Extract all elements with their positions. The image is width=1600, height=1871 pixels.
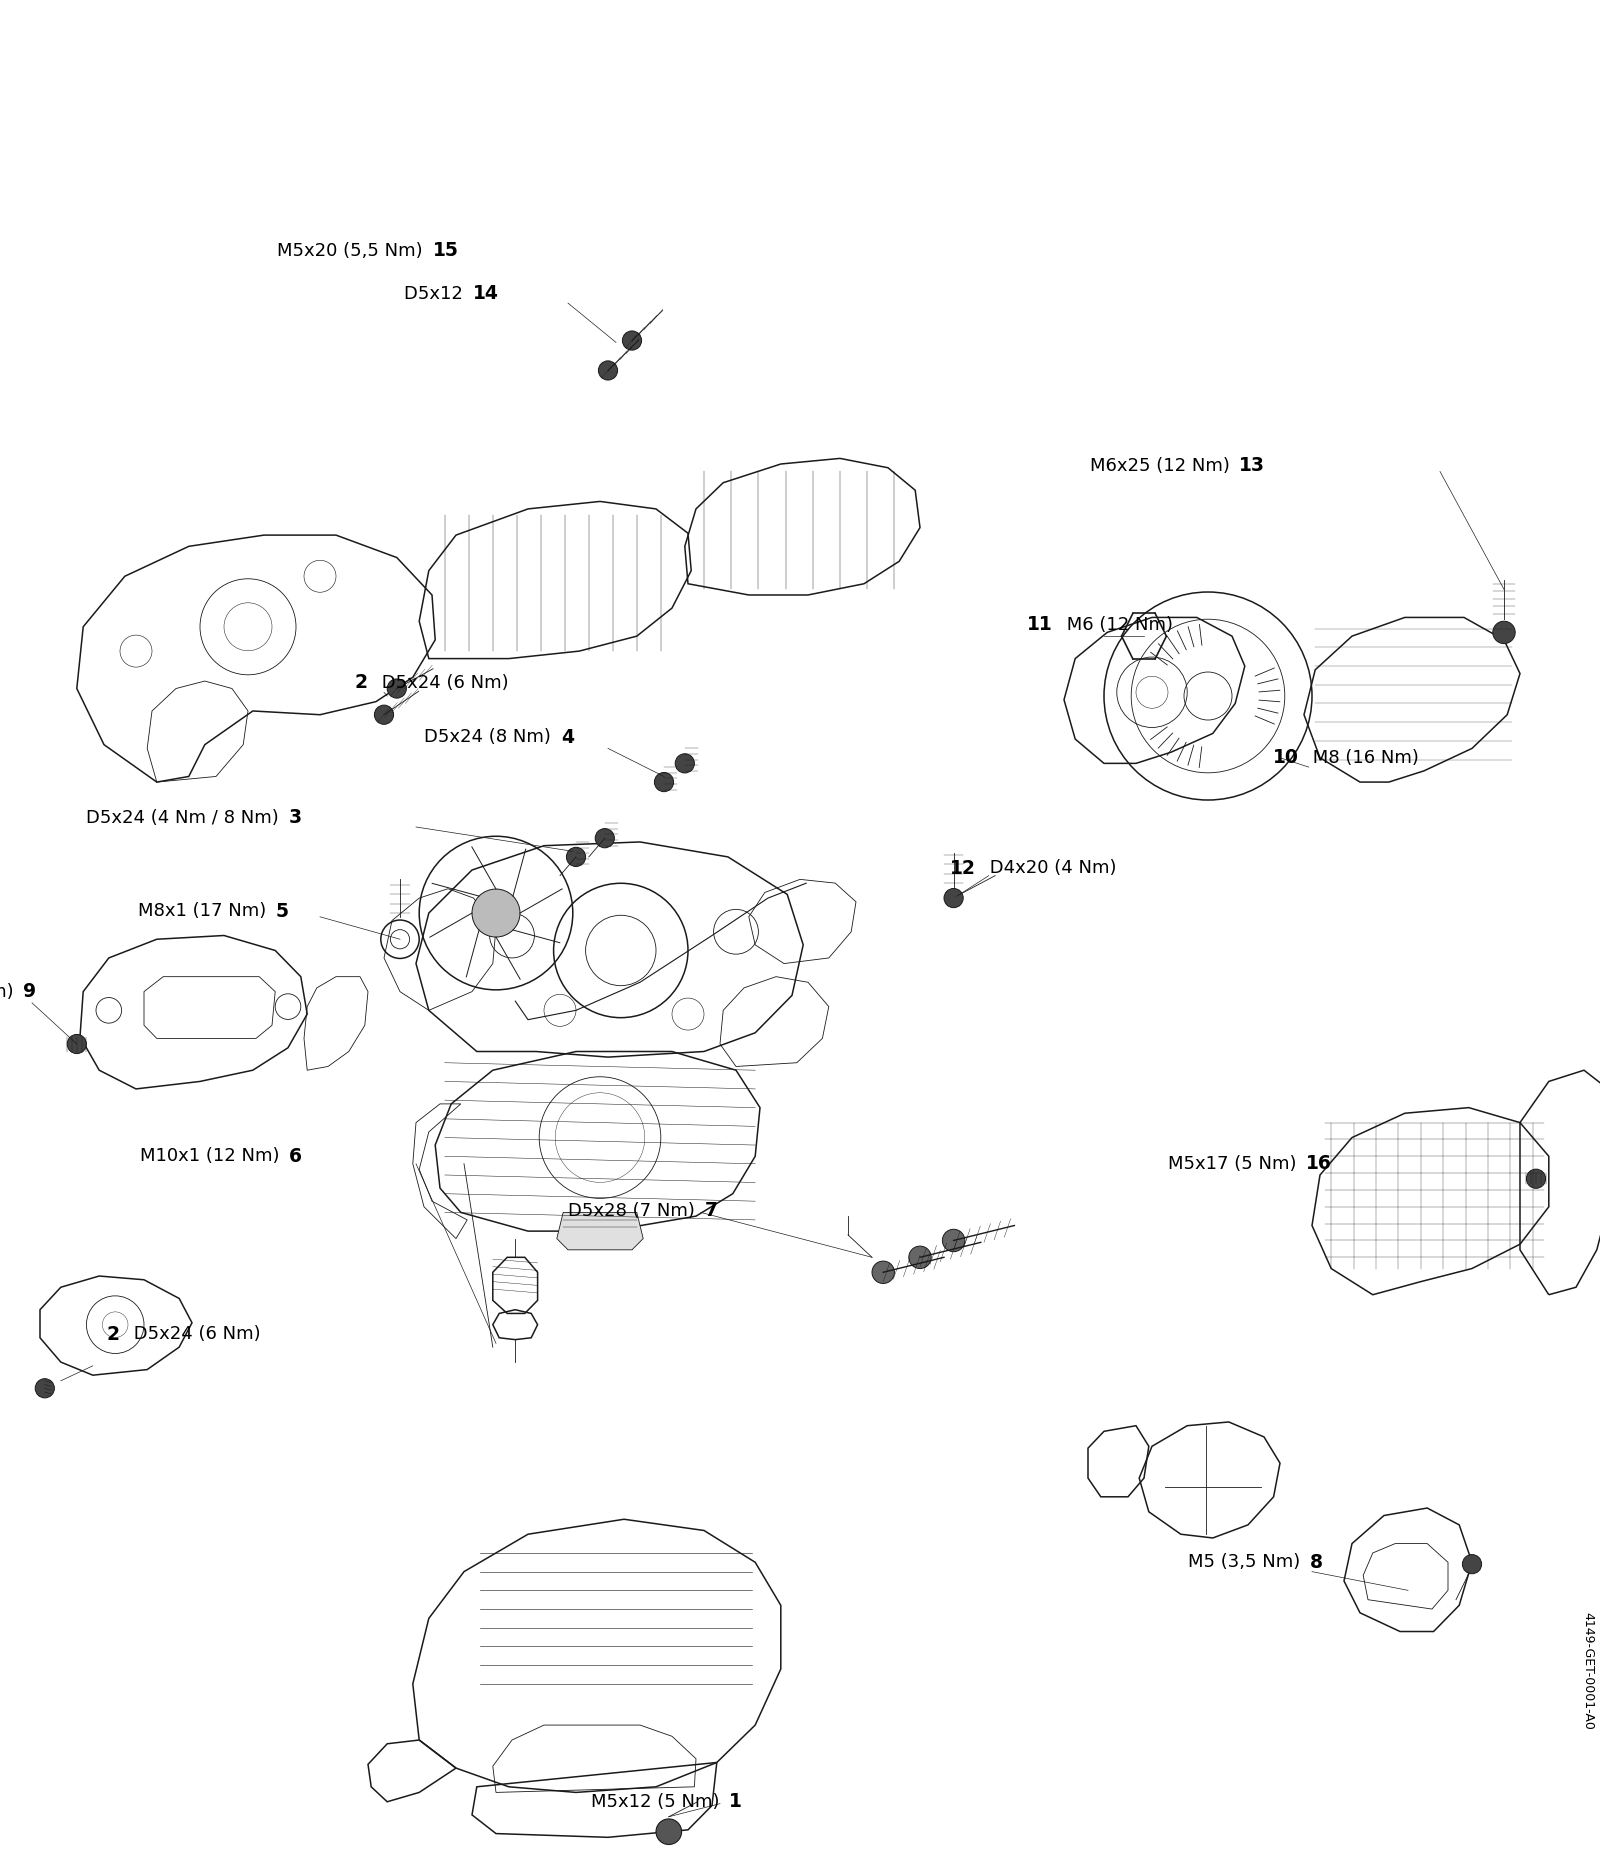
Text: M8x1 (17 Nm): M8x1 (17 Nm) xyxy=(138,902,272,921)
Text: M10x1 (12 Nm): M10x1 (12 Nm) xyxy=(139,1147,285,1166)
Text: M5x17 (5 Nm): M5x17 (5 Nm) xyxy=(1168,1154,1302,1173)
Text: 10: 10 xyxy=(1274,748,1299,767)
Text: 4: 4 xyxy=(560,728,574,747)
Circle shape xyxy=(1493,621,1515,644)
Text: 4149-GET-0001-A0: 4149-GET-0001-A0 xyxy=(1581,1613,1595,1731)
Circle shape xyxy=(472,889,520,937)
Circle shape xyxy=(872,1261,894,1284)
Text: 15: 15 xyxy=(432,241,459,260)
Text: M5 (3,5 Nm): M5 (3,5 Nm) xyxy=(1187,1553,1306,1572)
Circle shape xyxy=(942,1229,965,1252)
Polygon shape xyxy=(557,1212,643,1250)
Text: 5: 5 xyxy=(277,902,290,921)
Text: 12: 12 xyxy=(950,859,976,877)
Text: 9: 9 xyxy=(22,982,37,1001)
Circle shape xyxy=(1526,1169,1546,1188)
Circle shape xyxy=(598,361,618,380)
Text: M8 (16 Nm): M8 (16 Nm) xyxy=(1307,748,1419,767)
Text: M6x25 (12 Nm): M6x25 (12 Nm) xyxy=(1090,457,1235,475)
Text: 13: 13 xyxy=(1240,457,1266,475)
Circle shape xyxy=(1462,1555,1482,1574)
Text: 1: 1 xyxy=(730,1792,742,1811)
Text: 11: 11 xyxy=(1027,616,1053,634)
Text: D5x12: D5x12 xyxy=(405,284,469,303)
Text: 3: 3 xyxy=(290,808,302,827)
Text: D5x20 (8 Nm): D5x20 (8 Nm) xyxy=(0,982,19,1001)
Text: 14: 14 xyxy=(474,284,499,303)
Circle shape xyxy=(656,1819,682,1845)
Text: 2: 2 xyxy=(107,1325,120,1343)
Circle shape xyxy=(675,754,694,773)
Text: M6 (12 Nm): M6 (12 Nm) xyxy=(1061,616,1173,634)
Text: 2: 2 xyxy=(355,674,368,692)
Text: D5x24 (4 Nm / 8 Nm): D5x24 (4 Nm / 8 Nm) xyxy=(86,808,285,827)
Text: D4x20 (4 Nm): D4x20 (4 Nm) xyxy=(984,859,1117,877)
Text: D5x28 (7 Nm): D5x28 (7 Nm) xyxy=(568,1201,701,1220)
Text: M5x20 (5,5 Nm): M5x20 (5,5 Nm) xyxy=(277,241,429,260)
Circle shape xyxy=(374,705,394,724)
Text: 7: 7 xyxy=(704,1201,718,1220)
Circle shape xyxy=(566,848,586,866)
Circle shape xyxy=(387,679,406,698)
Text: 16: 16 xyxy=(1306,1154,1333,1173)
Text: D5x24 (6 Nm): D5x24 (6 Nm) xyxy=(128,1325,261,1343)
Circle shape xyxy=(654,773,674,791)
Text: 6: 6 xyxy=(290,1147,302,1166)
Circle shape xyxy=(35,1379,54,1398)
Circle shape xyxy=(909,1246,931,1269)
Text: M5x12 (5 Nm): M5x12 (5 Nm) xyxy=(590,1792,725,1811)
Text: D5x24 (6 Nm): D5x24 (6 Nm) xyxy=(376,674,509,692)
Circle shape xyxy=(67,1035,86,1053)
Circle shape xyxy=(595,829,614,848)
Text: 8: 8 xyxy=(1309,1553,1323,1572)
Text: D5x24 (8 Nm): D5x24 (8 Nm) xyxy=(424,728,557,747)
Circle shape xyxy=(944,889,963,907)
Circle shape xyxy=(622,331,642,350)
